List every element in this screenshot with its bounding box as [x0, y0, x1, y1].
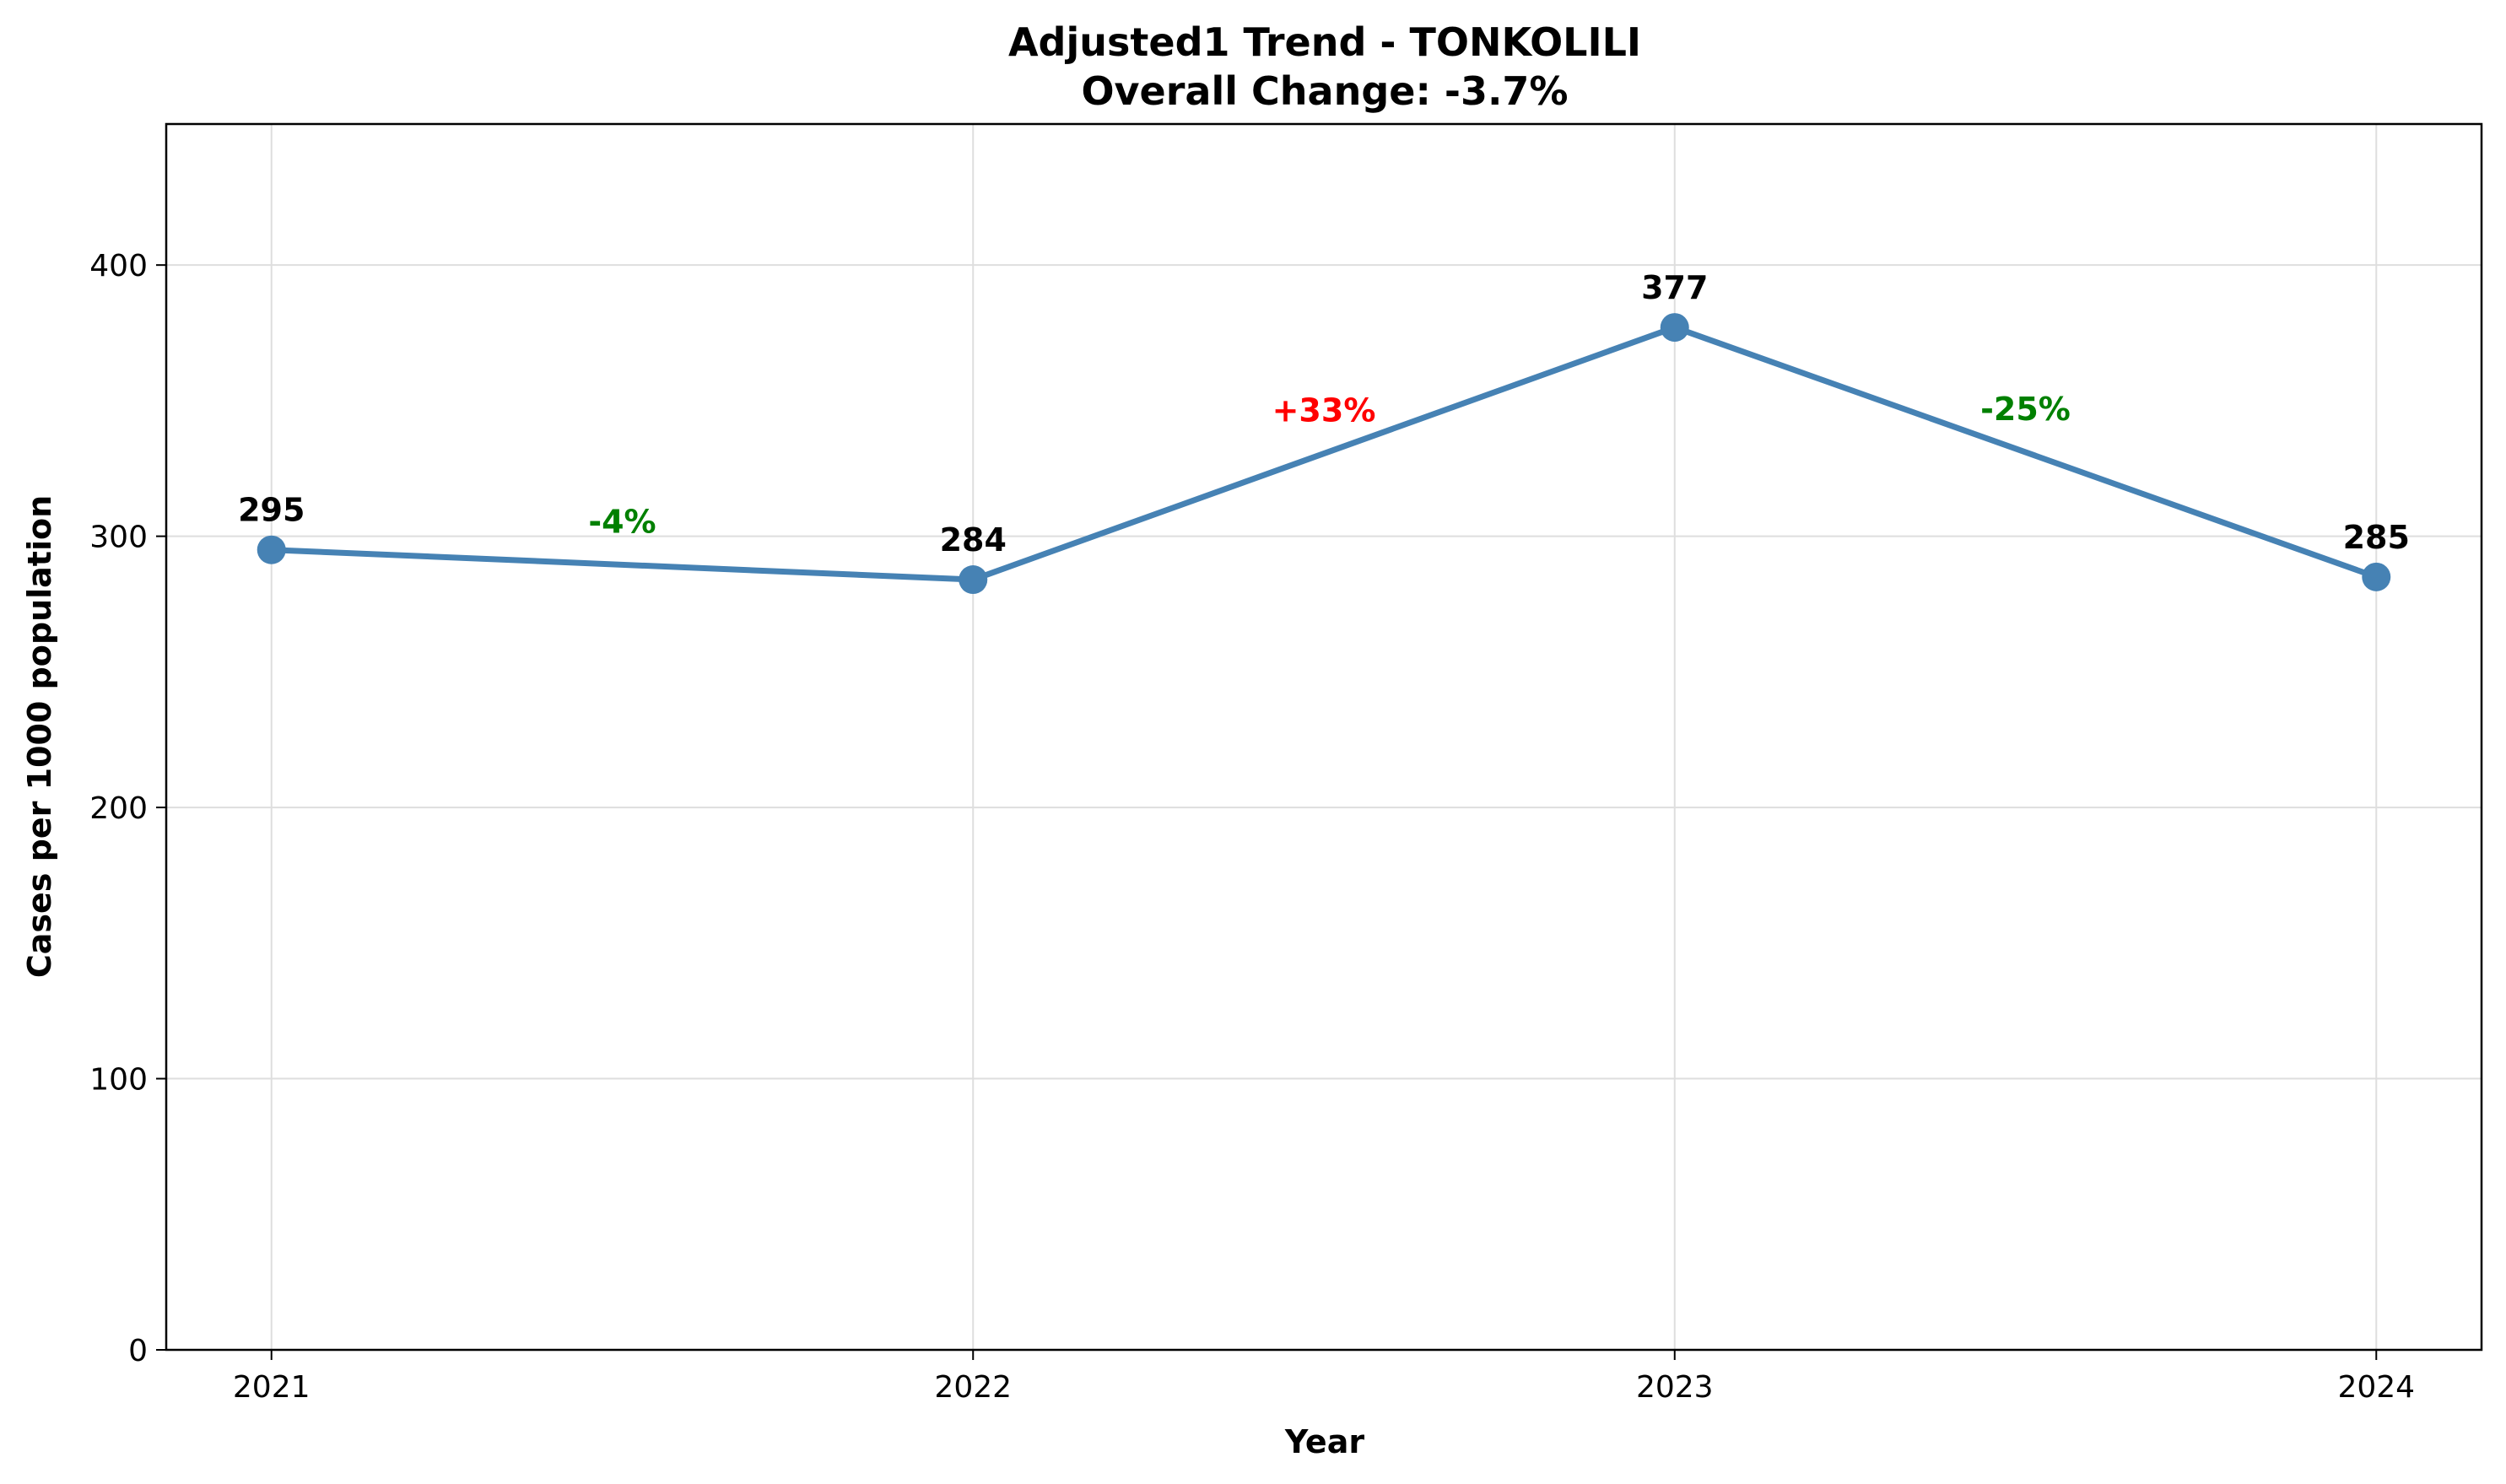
data-point	[959, 565, 988, 595]
data-value-label: 377	[1641, 269, 1708, 306]
y-tick-label: 100	[89, 1063, 148, 1098]
plot-area-frame	[165, 122, 2483, 1352]
x-tick-label: 2023	[1636, 1370, 1714, 1405]
grid-lines	[166, 124, 2482, 1351]
data-value-label: 285	[2343, 519, 2410, 556]
chart-title: Adjusted1 Trend - TONKOLILI	[1008, 19, 1641, 65]
data-value-label: 284	[940, 521, 1007, 559]
x-tick-label: 2022	[934, 1370, 1012, 1405]
y-tick-label: 300	[89, 521, 148, 555]
x-tick-label: 2021	[233, 1370, 311, 1405]
x-axis-label: Year	[1284, 1423, 1364, 1460]
data-point	[2362, 562, 2391, 591]
annotations: 295 284 377 285 -4% +33% -25%	[238, 269, 2410, 559]
chart-subtitle: Overall Change: -3.7%	[1081, 68, 1568, 114]
y-tick-label: 200	[89, 791, 148, 826]
data-point	[1660, 313, 1689, 343]
percent-change-label: -4%	[588, 503, 656, 540]
y-tick-label: 0	[128, 1334, 148, 1368]
data-value-label: 295	[238, 492, 305, 529]
data-point	[257, 535, 286, 564]
x-tick-label: 2024	[2337, 1370, 2415, 1405]
percent-change-label: +33%	[1272, 392, 1376, 429]
axes: 0 100 200 300 400 2021 2022 2023 2024	[89, 249, 2415, 1405]
y-axis-label: Cases per 1000 population	[21, 495, 58, 978]
y-tick-label: 400	[89, 249, 148, 283]
percent-change-label: -25%	[1980, 391, 2071, 428]
series-line-group	[257, 313, 2391, 595]
series-line	[268, 324, 2379, 583]
